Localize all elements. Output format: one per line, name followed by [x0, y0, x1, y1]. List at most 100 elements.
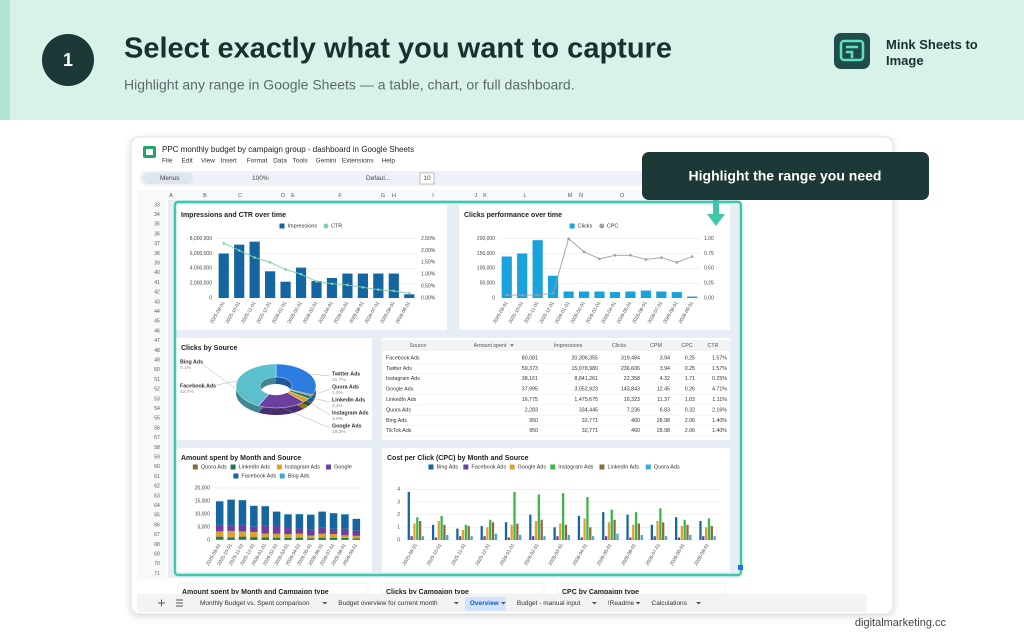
bar [407, 491, 410, 540]
table-cell: 32,771 [582, 428, 598, 434]
bar-segment [307, 529, 315, 536]
legend-swatch [428, 464, 434, 470]
column-letter: D [281, 193, 285, 199]
menu-item: Help [382, 158, 396, 165]
bar [656, 521, 659, 540]
chart-panel [176, 448, 372, 572]
column-letter: I [432, 193, 434, 199]
bar-segment [238, 531, 247, 537]
table-cell: 16,323 [624, 397, 640, 403]
bar [707, 518, 711, 540]
bar [556, 536, 559, 540]
bar [516, 523, 519, 540]
tick-label: 0.00% [421, 295, 436, 301]
row-number: 69 [154, 552, 160, 558]
tick-label: 2.50% [421, 236, 436, 242]
table-cell: 1.11% [712, 397, 727, 403]
row-number: 58 [154, 445, 160, 451]
pie-leader [311, 388, 331, 396]
row-number: 45 [154, 319, 160, 325]
bar [559, 523, 562, 540]
bar-segment [295, 537, 304, 540]
line-point [222, 242, 226, 245]
bar [687, 296, 698, 298]
pie-label: Facebook Ads [180, 383, 216, 389]
bar-segment [272, 511, 281, 526]
line-point [299, 272, 303, 276]
bar [563, 291, 574, 298]
table-cell: 4.71% [712, 387, 727, 393]
table-cell: 2.16% [712, 407, 727, 413]
row-number: 36 [154, 231, 160, 237]
sheet-tab[interactable]: Overview [470, 600, 500, 607]
row-number: 55 [154, 416, 160, 422]
table-header: Clicks [612, 343, 626, 349]
pie-slice [275, 363, 317, 396]
bar-segment [284, 534, 292, 538]
row-number: 56 [154, 425, 160, 431]
row-number: 40 [154, 270, 160, 276]
bar-segment [329, 537, 338, 540]
bar [602, 512, 605, 540]
bar [470, 536, 473, 540]
toolbar-search: Menus [160, 175, 180, 182]
tick-label: 6,000,000 [190, 251, 212, 257]
bar-segment [295, 533, 304, 538]
tick-label: 2 [397, 512, 400, 518]
tick-label: 0.50 [704, 266, 714, 272]
sheet-tab[interactable]: !Readme [608, 600, 635, 607]
sheet-tab[interactable]: Budget overview for current month [338, 600, 438, 607]
bar [504, 522, 508, 540]
table-cell: 2.06 [685, 418, 695, 424]
bar [413, 523, 416, 540]
row-number: 71 [154, 571, 160, 577]
bar [677, 537, 681, 540]
sheet-tab[interactable]: Calculations [652, 600, 688, 607]
pie-leader [306, 400, 331, 416]
line-point [644, 258, 648, 261]
tab-dropdown [500, 602, 506, 605]
tab-dropdown [453, 602, 459, 605]
bar-segment [352, 530, 361, 536]
line-point [268, 261, 272, 264]
step-badge [42, 34, 94, 86]
pie-leader [282, 407, 331, 429]
pie-value-label: 0.1% [180, 365, 192, 371]
pie-label: Bing Ads [180, 359, 203, 365]
legend-label: LinkedIn Ads [607, 464, 639, 470]
selection-handle [738, 565, 743, 570]
bar [632, 524, 635, 540]
chart-panel [176, 338, 372, 440]
table-cell: 22,358 [624, 376, 640, 382]
row-number: 63 [154, 493, 160, 499]
legend-label: Quora Ads [201, 464, 227, 470]
line-point [690, 255, 694, 258]
tick-label: 0.50% [421, 283, 436, 289]
bar [459, 536, 462, 540]
table-cell: 4.32 [660, 376, 670, 382]
tab-dropdown [635, 602, 641, 605]
bar [280, 281, 291, 298]
column-letter: E [291, 193, 295, 199]
sheet-cells [740, 200, 867, 580]
bar [464, 524, 468, 540]
brand-logo-mark [839, 39, 865, 62]
column-letter: B [203, 193, 207, 199]
sheet-tab[interactable]: Budget - manual input [517, 600, 581, 607]
pie-label: Quora Ads [332, 384, 359, 390]
table-cell: 460 [631, 428, 640, 434]
column-letter: A [169, 193, 173, 199]
bar-segment [227, 499, 235, 526]
tick-label: 0 [397, 537, 400, 543]
bar [326, 277, 338, 298]
bar [357, 273, 368, 298]
table-cell: 15,078,980 [571, 366, 598, 372]
bar [443, 524, 446, 540]
legend-label: Clicks [578, 223, 593, 229]
sheets-icon [146, 149, 153, 155]
bar [311, 280, 322, 298]
table-cell: Instagram Ads [386, 376, 420, 382]
chart-title: Amount spent by Month and Source [181, 455, 301, 462]
chart-panel [382, 448, 730, 572]
sheet-tab[interactable]: Monthly Budget vs. Spent comparison [200, 600, 310, 607]
